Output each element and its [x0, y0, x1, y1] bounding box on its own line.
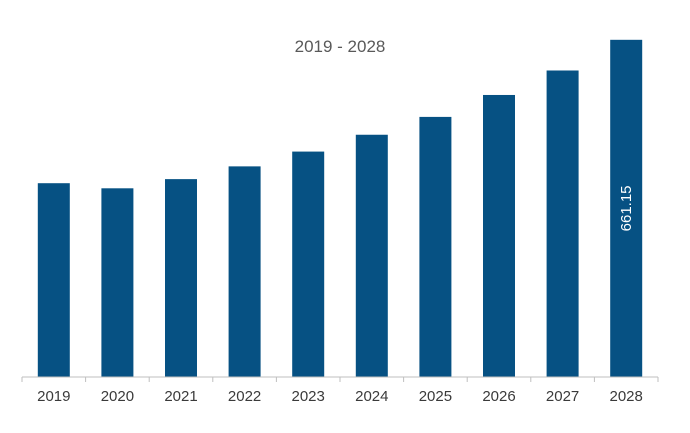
x-tick-label-2020: 2020: [101, 388, 134, 405]
data-label-2028: 661.15: [618, 185, 635, 231]
x-tick-label-2027: 2027: [546, 388, 579, 405]
bar-2025: [419, 116, 452, 378]
x-tick-label-2024: 2024: [355, 388, 388, 405]
x-tick-label-2023: 2023: [292, 388, 325, 405]
bar-2023: [292, 151, 325, 377]
bar-2021: [165, 179, 197, 377]
bar-2027: [546, 70, 579, 378]
bar-2020: [101, 188, 134, 377]
data-labels: 661.15: [618, 185, 635, 231]
x-tick-label-2019: 2019: [37, 388, 70, 405]
bar-2026: [483, 94, 515, 377]
x-axis-labels: 2019 2020 2021 2022 2023 2024 2025 2026 2027 2028: [37, 388, 643, 405]
bar-2024: [355, 134, 388, 377]
bar-2019: [37, 183, 70, 377]
bars-group: [37, 39, 643, 378]
chart-title: 2019 - 2028: [295, 37, 386, 56]
x-tick-label-2028: 2028: [610, 388, 643, 405]
x-axis-ticks: [21, 377, 659, 382]
x-tick-label-2026: 2026: [482, 388, 515, 405]
bar-2022: [228, 166, 261, 377]
x-tick-label-2021: 2021: [164, 388, 197, 405]
bar-2028: [610, 39, 643, 377]
x-tick-label-2025: 2025: [419, 388, 452, 405]
x-tick-label-2022: 2022: [228, 388, 261, 405]
